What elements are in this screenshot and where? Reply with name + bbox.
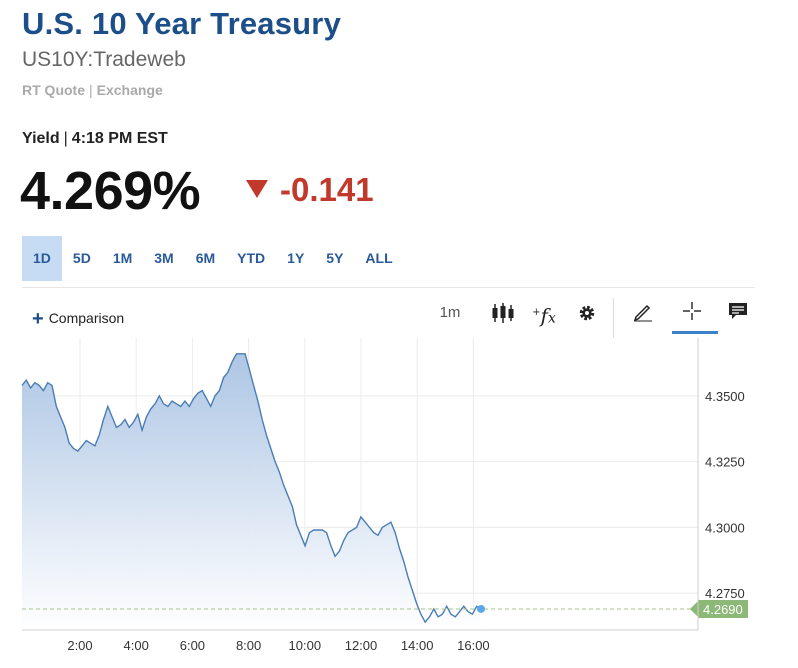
last-value-label-text: 4.2690	[703, 602, 743, 617]
range-tab-all[interactable]: ALL	[365, 250, 393, 266]
comparison-button[interactable]: + Comparison	[32, 308, 124, 331]
axis-layer: 4.3500 4.3250 4.3000 4.2750 2:00 4:00 6:00 8:00…	[22, 338, 745, 653]
quote-time: 4:18 PM EST	[71, 130, 168, 147]
range-tab-1d[interactable]: 1D	[22, 236, 62, 281]
x-tick-label: 2:00	[67, 638, 92, 653]
down-arrow-icon	[246, 180, 268, 198]
quote-source: RT Quote | Exchange	[22, 82, 163, 98]
range-tabs: 1D 5D 1M 3M 6M YTD 1Y 5Y ALL	[22, 236, 404, 281]
pencil-icon[interactable]	[631, 300, 655, 326]
area-fill	[22, 353, 481, 630]
x-tick-label: 14:00	[401, 638, 434, 653]
yield-chart: 4.2690 4.3500 4.3250 4.3000 4.2750 2:00 4:00 6…	[21, 338, 748, 653]
range-tab-1m[interactable]: 1M	[112, 250, 133, 266]
range-tab-5y[interactable]: 5Y	[326, 250, 344, 266]
toolbar-separator	[613, 298, 614, 338]
last-price: 4.269%	[20, 161, 201, 221]
quote-type-label: RT Quote	[22, 82, 85, 98]
range-tab-1y[interactable]: 1Y	[287, 250, 305, 266]
yield-label: Yield	[22, 130, 60, 147]
last-value-label-bg	[690, 599, 748, 618]
x-tick-label: 6:00	[180, 638, 205, 653]
y-tick-label: 4.3000	[705, 520, 745, 535]
exchange-label: Exchange	[96, 82, 163, 98]
last-value-label: 4.2690	[690, 599, 748, 618]
plus-icon: +	[32, 308, 44, 330]
interval-selector[interactable]: 1m	[439, 304, 461, 321]
quote-separator: |	[89, 82, 93, 98]
last-value-dot	[477, 604, 485, 613]
range-tab-3m[interactable]: 3M	[154, 250, 174, 266]
crosshair-icon[interactable]	[680, 300, 704, 326]
gear-icon[interactable]	[576, 300, 598, 326]
comparison-label: Comparison	[48, 310, 125, 326]
x-tick-label: 16:00	[457, 638, 490, 653]
y-tick-label: 4.3500	[705, 389, 745, 404]
series-line	[21, 353, 482, 624]
range-tab-5d[interactable]: 5D	[72, 250, 91, 266]
function-icon[interactable]: +fx	[532, 303, 556, 328]
comment-icon[interactable]	[726, 300, 750, 326]
x-tick-label: 8:00	[236, 638, 261, 653]
price-change: -0.141	[280, 171, 374, 208]
y-tick-label: 4.3250	[705, 455, 745, 470]
active-tool-indicator	[672, 331, 718, 334]
range-tab-ytd[interactable]: YTD	[237, 250, 266, 266]
toolbar-divider	[22, 287, 755, 288]
yield-time-line: Yield | 4:18 PM EST	[22, 130, 168, 148]
x-tick-label: 12:00	[345, 638, 378, 653]
symbol-label: US10Y:Tradeweb	[22, 48, 186, 71]
x-tick-label: 10:00	[289, 638, 322, 653]
candlestick-icon[interactable]	[490, 300, 516, 326]
range-tab-6m[interactable]: 6M	[195, 250, 216, 266]
x-tick-label: 4:00	[124, 638, 149, 653]
page-title: U.S. 10 Year Treasury	[22, 6, 342, 41]
y-tick-label: 4.2750	[705, 586, 745, 601]
yield-separator: |	[63, 130, 68, 147]
